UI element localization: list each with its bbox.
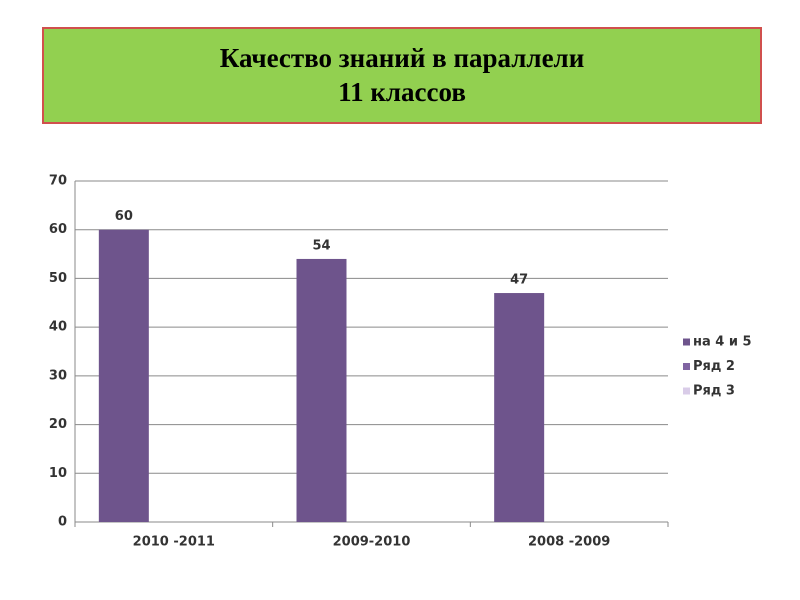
legend-swatch <box>683 387 690 395</box>
legend-label: Ряд 2 <box>693 359 735 374</box>
y-tick-label: 30 <box>49 368 67 383</box>
y-tick-label: 60 <box>49 222 67 237</box>
y-tick-label: 20 <box>49 417 67 432</box>
y-tick-label: 0 <box>58 515 67 530</box>
bar <box>98 229 149 522</box>
x-tick-label: 2009-2010 <box>333 535 411 550</box>
legend-swatch <box>683 338 690 346</box>
y-tick-label: 10 <box>49 466 67 481</box>
y-tick-label: 40 <box>49 320 67 335</box>
legend-label: Ряд 3 <box>693 384 735 399</box>
x-tick-label: 2008 -2009 <box>528 535 610 550</box>
y-tick-label: 70 <box>49 174 67 189</box>
chart-title: Качество знаний в параллели 11 классов <box>42 27 762 124</box>
bar <box>494 293 545 522</box>
x-tick-label: 2010 -2011 <box>133 535 215 550</box>
data-label: 47 <box>510 273 528 288</box>
legend-swatch <box>683 363 690 370</box>
data-label: 54 <box>312 238 330 253</box>
data-label: 60 <box>115 209 133 224</box>
legend-label: на 4 и 5 <box>693 335 752 350</box>
y-tick-label: 50 <box>49 271 67 286</box>
bar <box>296 258 347 522</box>
